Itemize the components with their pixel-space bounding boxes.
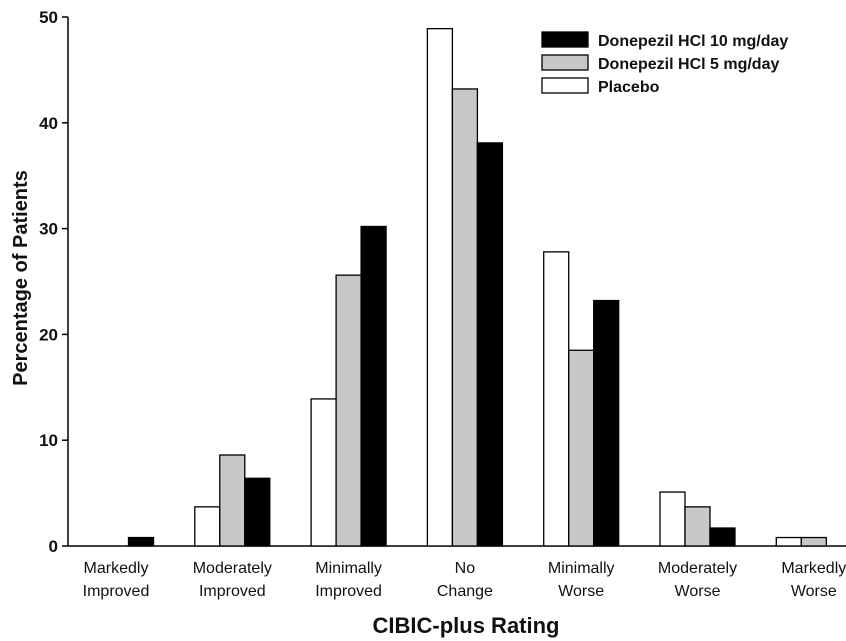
legend-label: Placebo (598, 79, 660, 96)
x-category-label: No (455, 560, 476, 577)
legend-swatch (541, 54, 589, 71)
bar (219, 454, 246, 547)
x-axis-title: CIBIC-plus Rating (373, 613, 560, 638)
y-tick-label: 10 (39, 431, 58, 450)
bar (659, 491, 686, 547)
bar (127, 536, 155, 547)
y-tick-label: 40 (39, 114, 58, 133)
bars (127, 27, 827, 547)
y-tick-label: 0 (49, 537, 58, 556)
bar (543, 251, 570, 547)
bar (568, 349, 595, 547)
bar (335, 274, 362, 547)
x-category-label: Worse (791, 583, 837, 600)
bar (426, 27, 454, 547)
legend: Donepezil HCl 10 mg/day Donepezil HCl 5 m… (541, 31, 788, 96)
bar (775, 536, 802, 547)
x-category-label: Minimally (315, 560, 382, 577)
y-tick-label: 30 (39, 220, 58, 239)
x-category-label: Markedly (84, 560, 149, 577)
bar (244, 477, 271, 547)
x-category-label: Improved (83, 583, 150, 600)
x-category-label: Worse (675, 583, 721, 600)
x-category-label: Improved (199, 583, 266, 600)
y-axis-title: Percentage of Patients (10, 170, 32, 386)
x-category-label: Change (437, 583, 493, 600)
bar (709, 527, 736, 547)
y-tick-label: 50 (39, 8, 58, 27)
bar (194, 506, 221, 547)
bar (684, 506, 711, 547)
bar (593, 299, 620, 547)
x-category-label: Moderately (193, 560, 272, 577)
legend-swatch (541, 31, 589, 48)
bar (476, 142, 504, 547)
bar (451, 88, 479, 547)
legend-label: Donepezil HCl 10 mg/day (598, 33, 788, 50)
x-category-label: Improved (315, 583, 382, 600)
bar (310, 398, 337, 547)
x-category-label: Markedly (781, 560, 846, 577)
x-category-label: Worse (558, 583, 604, 600)
y-axis-ticks: 0 10 20 30 40 50 (39, 8, 68, 556)
bar (360, 225, 387, 547)
x-axis-categories: Markedly Improved Moderately Improved Minima… (83, 560, 846, 600)
x-category-label: Minimally (548, 560, 615, 577)
y-tick-label: 20 (39, 325, 58, 344)
legend-swatch (541, 77, 589, 94)
x-category-label: Moderately (658, 560, 737, 577)
bar (800, 536, 827, 547)
legend-label: Donepezil HCl 5 mg/day (598, 56, 779, 73)
